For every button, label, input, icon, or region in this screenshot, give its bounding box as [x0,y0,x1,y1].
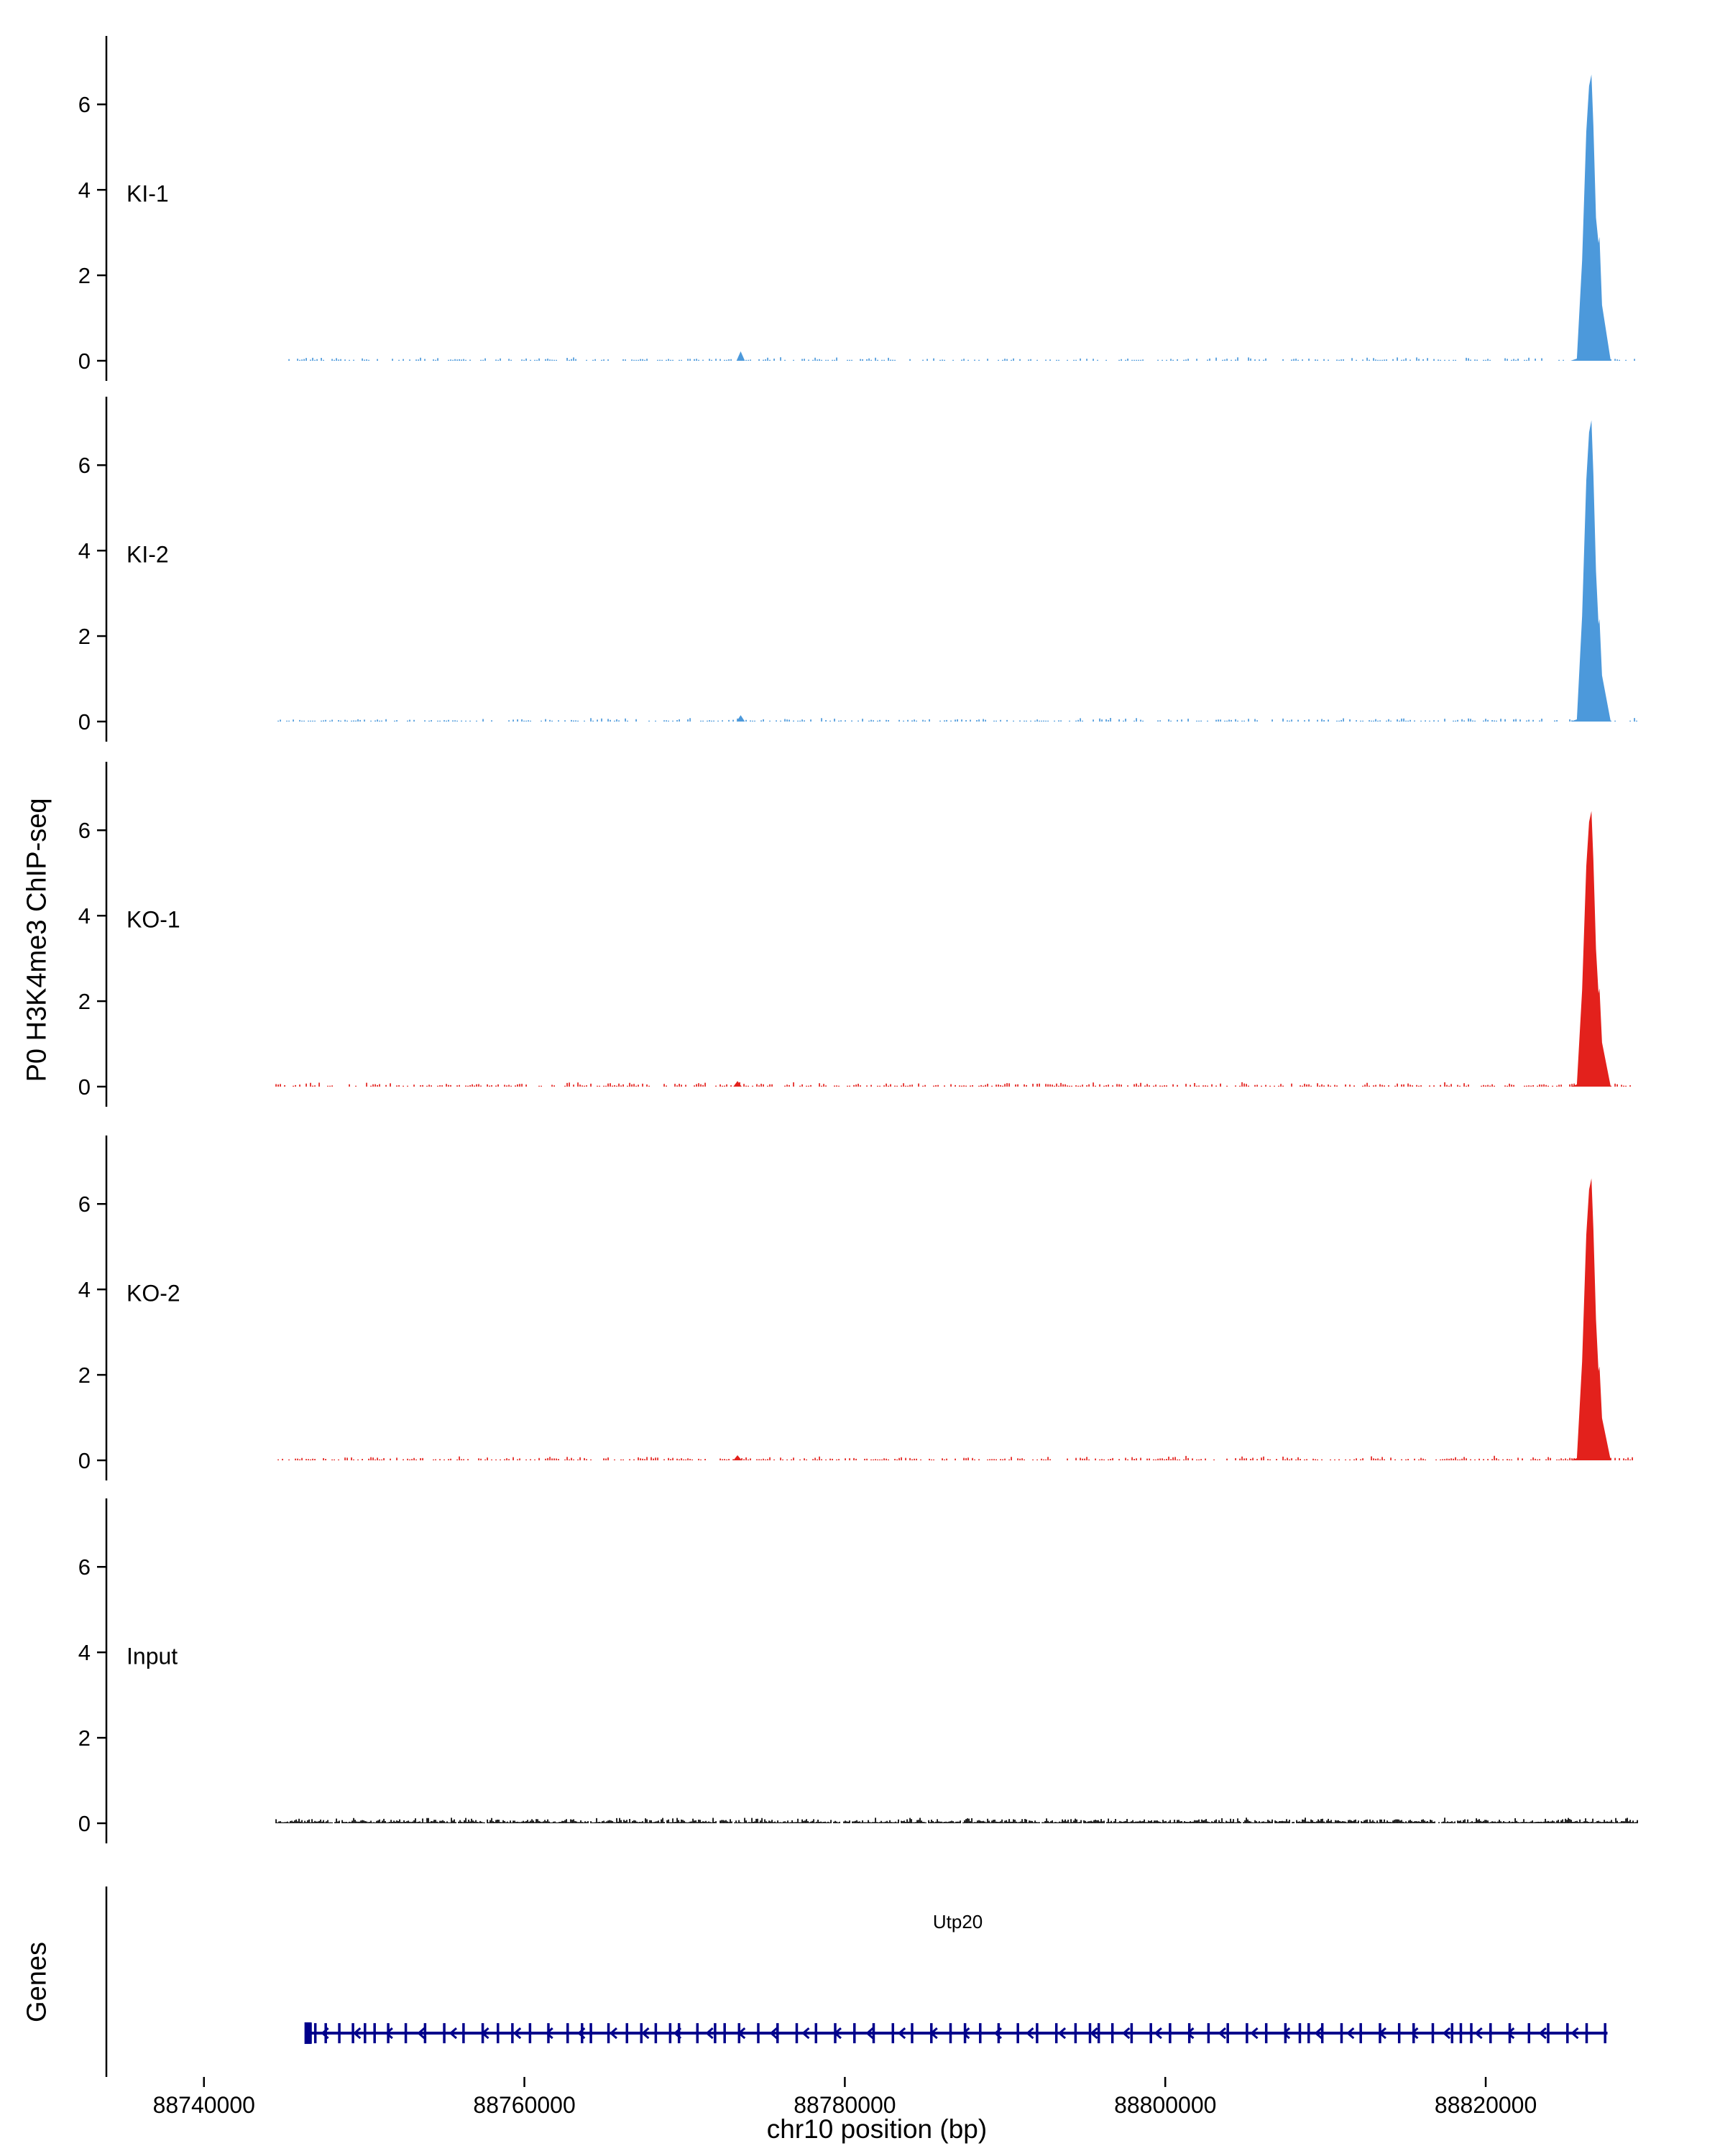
x-tick-label: 88780000 [794,2092,896,2118]
y-tick-label: 4 [78,178,91,203]
signal-bump [733,1081,742,1087]
y-tick-label: 6 [78,92,91,117]
x-tick-label: 88760000 [473,2092,575,2118]
y-tick-label: 4 [78,538,91,563]
x-axis: 88740000 88760000 88780000 88800000 88820000 [153,2077,1537,2118]
signal-noise [275,1818,1638,1823]
y-tick-label: 2 [78,1363,91,1388]
signal-noise [277,1455,1633,1460]
y-tick-label: 2 [78,624,91,649]
track-panel-ko-2: 0 2 4 6 KO-2 [78,1135,1633,1480]
signal-peak [1570,811,1611,1087]
signal-noise [275,1082,1631,1087]
signal-peak [1570,74,1611,361]
signal-peak [1570,1178,1611,1460]
track-panel-input: 0 2 4 6 Input [78,1498,1638,1843]
track-panel-ki-1: 0 2 4 6 KI-1 [78,36,1635,381]
gene-name-label: Utp20 [933,1911,983,1932]
signal-noise [277,718,1637,722]
y-tick-label: 0 [78,709,91,734]
y-tick-label: 4 [78,903,91,929]
gene-start-exon [304,2022,312,2045]
y-tick-label: 2 [78,989,91,1014]
x-tick-label: 88820000 [1435,2092,1537,2118]
y-tick-label: 2 [78,1726,91,1751]
y-tick-label: 6 [78,1192,91,1217]
y-tick-label: 6 [78,1554,91,1580]
y-tick-label: 4 [78,1640,91,1665]
track-label: KI-1 [126,180,169,206]
gene-strand-arrows [321,2027,1579,2040]
y-tick-label: 0 [78,1074,91,1100]
x-axis-label: chr10 position (bp) [766,2114,988,2144]
signal-bump [736,715,745,722]
y-tick-label: 0 [78,1811,91,1836]
x-tick-label: 88740000 [153,2092,255,2118]
signal-noise [288,357,1635,361]
x-tick-label: 88800000 [1114,2092,1216,2118]
signal-peak [1570,420,1611,722]
signal-bump [733,1455,742,1460]
track-label: Input [126,1643,178,1669]
y-tick-label: 0 [78,1448,91,1473]
track-panel-ko-1: 0 2 4 6 KO-1 [78,762,1631,1107]
track-panel-ki-2: 0 2 4 6 KI-2 [78,397,1637,742]
track-label: KO-2 [126,1280,180,1306]
y-tick-label: 2 [78,263,91,288]
y-tick-label: 0 [78,349,91,374]
track-label: KI-2 [126,541,169,567]
signal-bump [736,351,745,361]
y-tick-label: 4 [78,1277,91,1302]
genes-panel: Utp20 [105,1886,1608,2077]
y-tick-label: 6 [78,453,91,478]
track-label: KO-1 [126,906,180,932]
gene-exons [309,2023,1606,2044]
y-tick-label: 6 [78,818,91,843]
